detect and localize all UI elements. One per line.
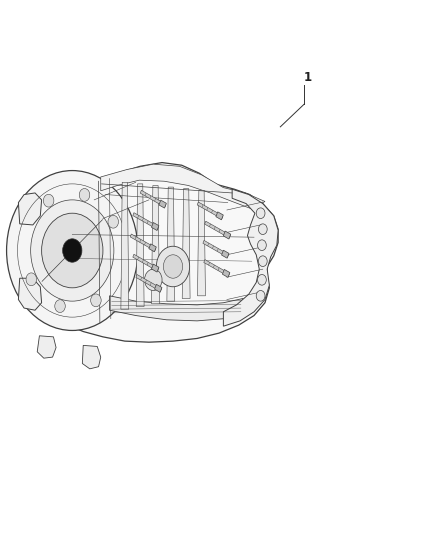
Polygon shape [152,185,159,304]
Circle shape [258,240,266,251]
Circle shape [258,224,267,235]
Polygon shape [121,182,129,309]
Polygon shape [18,193,42,225]
Polygon shape [37,336,56,358]
Polygon shape [182,189,190,298]
Circle shape [258,256,267,266]
Circle shape [145,269,162,290]
Polygon shape [110,296,243,321]
Polygon shape [140,190,166,207]
Polygon shape [101,164,265,209]
Polygon shape [216,212,223,220]
Polygon shape [82,345,101,369]
Circle shape [91,294,101,307]
Polygon shape [136,274,162,292]
Polygon shape [167,187,175,301]
Circle shape [7,171,138,330]
Polygon shape [223,231,231,239]
Polygon shape [136,184,144,306]
Circle shape [26,273,36,286]
Polygon shape [159,200,166,208]
Polygon shape [152,222,159,230]
Circle shape [163,255,183,278]
Circle shape [63,239,82,262]
Polygon shape [222,250,229,258]
Polygon shape [203,240,229,257]
Circle shape [258,274,266,285]
Polygon shape [223,269,230,277]
Polygon shape [223,189,278,326]
Polygon shape [18,278,42,310]
Circle shape [156,246,190,287]
Circle shape [108,215,119,228]
Polygon shape [152,264,159,272]
Polygon shape [149,244,156,252]
Polygon shape [155,284,162,292]
Circle shape [256,208,265,219]
Circle shape [42,213,103,288]
Polygon shape [133,254,159,271]
Polygon shape [204,260,230,277]
Polygon shape [197,202,223,219]
Text: 1: 1 [304,71,312,84]
Polygon shape [24,163,278,342]
Polygon shape [205,221,230,238]
Circle shape [31,200,114,301]
Circle shape [43,194,54,207]
Circle shape [256,290,265,301]
Polygon shape [130,234,156,251]
Polygon shape [198,190,205,296]
Polygon shape [133,213,159,230]
Circle shape [55,300,65,312]
Circle shape [79,189,90,201]
